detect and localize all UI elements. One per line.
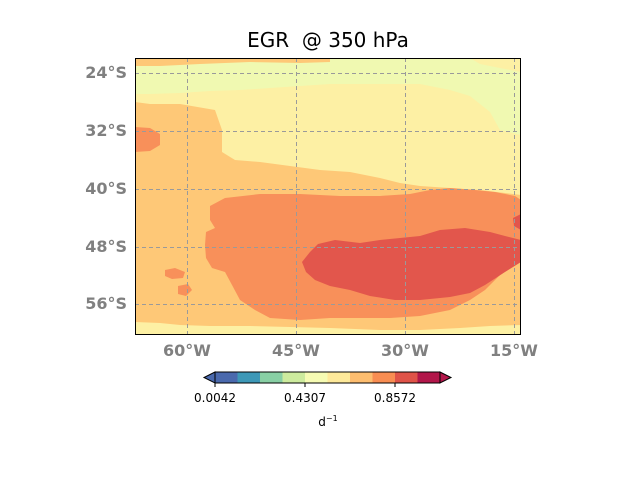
field-pale-yellow-top — [470, 58, 521, 72]
lon-label-60w: 60°W — [163, 341, 211, 360]
lat-label-40s: 40°S — [85, 179, 127, 198]
colorbar-swatch — [282, 372, 306, 383]
colorbar-unit-exponent: −1 — [325, 414, 338, 423]
colorbar-swatch — [237, 372, 261, 383]
lon-label-30w: 30°W — [381, 341, 429, 360]
field-light-orange-top — [135, 58, 330, 66]
colorbar-unit-label: d−1 — [318, 414, 337, 429]
colorbar-swatch — [395, 372, 418, 383]
colorbar-frame — [214, 371, 441, 384]
map-frame — [135, 58, 521, 335]
gridlines — [135, 58, 521, 334]
colorbar-swatch — [305, 372, 328, 383]
field-light-yellow-green — [135, 58, 521, 135]
lat-label-48s: 48°S — [85, 237, 127, 256]
colorbar-tick-label-max: 0.8572 — [374, 391, 416, 405]
field-orange-west — [135, 127, 160, 152]
colorbar-swatch — [260, 372, 283, 383]
lat-label-56s: 56°S — [85, 294, 127, 313]
colorbar-tick-label-min: 0.0042 — [194, 391, 236, 405]
field-red-core — [302, 228, 521, 300]
field-orange-island-2 — [178, 284, 192, 296]
colorbar-swatch — [327, 372, 351, 383]
map-title: EGR @ 350 hPa — [247, 28, 409, 52]
colorbar-swatch — [372, 372, 396, 383]
field-pale-yellow-bottom — [135, 322, 521, 334]
lon-label-15w: 15°W — [490, 341, 538, 360]
lon-label-45w: 45°W — [272, 341, 320, 360]
colorbar-swatch — [417, 372, 441, 383]
colorbar-tick-label-mid: 0.4307 — [284, 391, 326, 405]
field-pale-yellow — [135, 58, 521, 195]
colorbar-extend-min — [202, 371, 216, 384]
colorbar-extend-max — [439, 371, 453, 384]
lat-label-24s: 24°S — [85, 63, 127, 82]
field-orange-island-1 — [165, 268, 185, 279]
colorbar-unit-base: d — [318, 415, 326, 429]
colorbar-swatch — [215, 372, 238, 383]
lat-label-32s: 32°S — [85, 121, 127, 140]
colorbar-swatch — [350, 372, 373, 383]
colorbar — [202, 371, 453, 387]
